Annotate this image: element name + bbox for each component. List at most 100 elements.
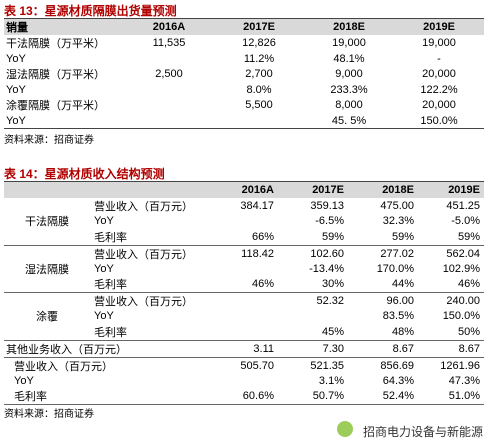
cell: 8.0% xyxy=(246,83,272,96)
cell: 3.1% xyxy=(318,374,344,387)
header-cell: 2016A xyxy=(124,18,214,35)
row: 湿法隔膜（万平米） 2,500 2,700 9,000 20,000 xyxy=(4,66,484,82)
cell: 83.5% xyxy=(382,310,414,323)
cell: 233.3% xyxy=(330,83,368,96)
group-label: 涂覆 xyxy=(4,292,90,341)
source: 资料来源：招商证券 xyxy=(4,409,94,420)
row: 毛利率 45% 48% 50% xyxy=(4,323,484,341)
table: 2016A 2017E 2018E 2019E 干法隔膜 营业收入（百万元） 384.17 3… xyxy=(4,181,484,405)
cell: 8,000 xyxy=(335,99,363,111)
header-cell: 2017E xyxy=(278,181,348,198)
row-label: 营业收入（百万元） xyxy=(94,296,193,308)
group-label: 干法隔膜 xyxy=(4,198,90,246)
cell: 856.69 xyxy=(380,359,414,372)
row: YoY -6.5% 32.3% -5.0% xyxy=(4,214,484,229)
row-label: YoY xyxy=(94,215,114,228)
cell: 45% xyxy=(278,323,348,341)
watermark: 招商电力设备与新能源 xyxy=(362,425,483,439)
cell xyxy=(208,309,278,324)
cell: 12,826 xyxy=(242,37,276,49)
cell xyxy=(208,262,278,277)
cell: 30% xyxy=(278,276,348,293)
row: YoY 11.2% 48.1% - xyxy=(4,51,484,66)
cell: 505.70 xyxy=(240,359,274,372)
row: 涂覆 营业收入（百万元） 52.32 96.00 240.00 xyxy=(4,292,484,341)
cell: 11,535 xyxy=(152,37,186,49)
cell: 1261.96 xyxy=(440,359,480,372)
row: 毛利率 60.6% 50.7% 52.4% 51.0% xyxy=(4,388,484,405)
cell: 102.60 xyxy=(310,247,344,260)
row-label: 干法隔膜（万平米） xyxy=(6,38,105,50)
row: 涂覆隔膜（万平米） 5,500 8,000 20,000 xyxy=(4,97,484,113)
cell: 384.17 xyxy=(240,200,274,212)
cell: 170.0% xyxy=(376,262,414,275)
row: 毛利率 66% 59% 59% 59% xyxy=(4,228,484,246)
logo xyxy=(337,421,353,437)
row-label: 营业收入（百万元） xyxy=(94,248,193,261)
cell: 9,000 xyxy=(335,68,363,80)
cell xyxy=(208,374,278,389)
cell: 2,700 xyxy=(245,68,273,80)
cell: 150.0% xyxy=(442,310,480,323)
cell: 51.0% xyxy=(418,388,484,405)
cell: 277.02 xyxy=(380,247,414,260)
header-cell: 2018E xyxy=(304,18,394,35)
cell: 122.2% xyxy=(420,83,458,96)
cell: 150.0% xyxy=(394,113,484,129)
row-label: YoY xyxy=(14,374,34,387)
source: 资料来源：招商证券 xyxy=(4,135,94,146)
cell: 32.3% xyxy=(382,215,414,228)
cell: 475.00 xyxy=(380,200,414,212)
cell: 59% xyxy=(278,228,348,246)
cell: 118.42 xyxy=(241,247,274,260)
header-cell: 2019E xyxy=(418,181,484,198)
row: 营业收入（百万元） 505.70 521.35 856.69 1261.96 xyxy=(4,357,484,374)
header-row: 2016A 2017E 2018E 2019E xyxy=(4,181,484,198)
row-label: 涂覆隔膜（万平米） xyxy=(6,100,105,112)
cell: -13.4% xyxy=(309,262,344,275)
cell: 562.04 xyxy=(446,247,480,260)
row: YoY 3.1% 64.3% 47.3% xyxy=(4,374,484,389)
row-label: 营业收入（百万元） xyxy=(14,360,113,373)
cell: 59% xyxy=(348,228,418,246)
cell xyxy=(278,309,348,324)
cell: -6.5% xyxy=(315,215,344,228)
row-label: 毛利率 xyxy=(90,228,208,246)
row: YoY 83.5% 150.0% xyxy=(4,309,484,324)
cell xyxy=(124,113,214,129)
row-label: YoY xyxy=(6,52,26,65)
row-label: 其他业务收入（百万元） xyxy=(4,340,208,358)
row: YoY 45. 5% 150.0% xyxy=(4,113,484,129)
table-title: 表 13：星源材质隔膜出货量预测 xyxy=(4,4,177,18)
cell: 60.6% xyxy=(208,388,278,405)
cell: - xyxy=(437,52,441,65)
cell: 64.3% xyxy=(382,374,414,387)
cell: -5.0% xyxy=(451,215,480,228)
cell xyxy=(124,51,214,66)
header-cell: 2018E xyxy=(348,181,418,198)
cell: 46% xyxy=(418,276,484,293)
header-cell xyxy=(4,181,90,198)
cell: 7.30 xyxy=(278,340,348,358)
cell: 359.13 xyxy=(310,200,344,212)
row: 湿法隔膜 营业收入（百万元） 118.42 102.60 277.02 562.04 xyxy=(4,245,484,293)
cell: 20,000 xyxy=(422,68,456,80)
cell: 8.67 xyxy=(418,340,484,358)
cell: 50% xyxy=(418,323,484,341)
cell: 3.11 xyxy=(208,340,278,358)
cell xyxy=(208,214,278,229)
cell: 48% xyxy=(348,323,418,341)
row: 毛利率 46% 30% 44% 46% xyxy=(4,276,484,293)
cell: 19,000 xyxy=(422,37,456,49)
row-label: YoY xyxy=(6,83,26,96)
cell xyxy=(124,97,214,113)
cell xyxy=(124,82,214,97)
cell: 2,500 xyxy=(155,68,183,80)
cell: 59% xyxy=(418,228,484,246)
row-label: YoY xyxy=(94,310,114,323)
header-cell: 销量 xyxy=(4,18,124,35)
header-row: 销量 2016A 2017E 2018E 2019E xyxy=(4,18,484,35)
cell: 521.35 xyxy=(310,359,344,372)
row-label: 毛利率 xyxy=(90,323,208,341)
cell: 19,000 xyxy=(332,37,366,49)
